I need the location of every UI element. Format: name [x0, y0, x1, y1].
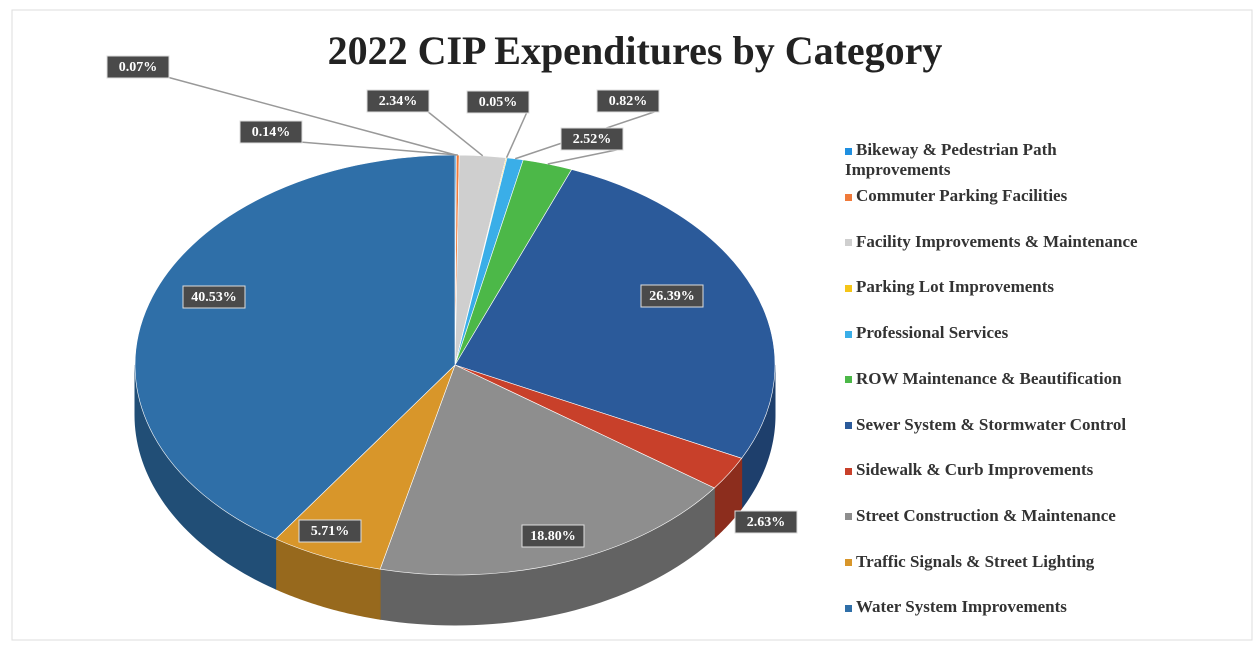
- data-label: 26.39%: [649, 289, 695, 304]
- legend-item: Sidewalk & Curb Improvements: [845, 460, 1245, 480]
- label-box: [521, 524, 585, 548]
- legend-swatch: [845, 239, 852, 247]
- legend-swatch: [845, 376, 852, 384]
- data-label: 0.82%: [609, 94, 648, 109]
- data-label: 0.07%: [119, 60, 158, 75]
- chart-title: 2022 CIP Expenditures by Category: [328, 28, 943, 73]
- slice: [379, 364, 715, 576]
- legend-label: Commuter Parking Facilities: [856, 186, 1068, 205]
- label-box: [596, 89, 660, 113]
- legend-item: Facility Improvements & Maintenance: [845, 232, 1245, 252]
- legend-item: Bikeway & Pedestrian Path Improvements: [845, 140, 1145, 180]
- legend-item: Sewer System & Stormwater Control: [845, 415, 1245, 435]
- label-box: [560, 127, 624, 151]
- legend-item: Water System Improvements: [845, 597, 1245, 617]
- legend-item: Street Construction & Maintenance: [845, 506, 1245, 526]
- label-box: [640, 284, 704, 308]
- legend-label: Sewer System & Stormwater Control: [856, 414, 1127, 434]
- label-box: [298, 519, 362, 543]
- data-label: 2.52%: [573, 132, 612, 147]
- legend-label: Parking Lot Improvements: [856, 277, 1055, 297]
- label-box: [466, 90, 530, 114]
- legend-swatch: [845, 513, 852, 521]
- legend-item: Traffic Signals & Street Lighting: [845, 552, 1245, 572]
- legend-swatch: [845, 467, 852, 475]
- legend-swatch: [845, 422, 852, 430]
- data-label: 40.53%: [191, 290, 237, 305]
- legend-label: ROW Maintenance & Beautification: [856, 368, 1122, 388]
- legend-swatch: [845, 147, 852, 155]
- legend-swatch: [845, 284, 852, 292]
- leader-line: [505, 111, 528, 159]
- leader-line: [547, 148, 622, 165]
- frame: [11, 9, 1253, 641]
- label-box: [366, 89, 430, 113]
- data-label: 18.80%: [530, 529, 576, 544]
- legend-item: Commuter Parking Facilities: [845, 186, 1245, 206]
- legend-swatch: [845, 559, 852, 567]
- legend-label: Street Construction & Maintenance: [856, 505, 1116, 525]
- legend-label: Facility Improvements & Maintenance: [856, 231, 1138, 251]
- legend-item: Parking Lot Improvements: [845, 277, 1245, 297]
- slice: [134, 154, 456, 540]
- data-label: 2.34%: [379, 94, 418, 109]
- label-box: [239, 120, 303, 144]
- slice: [454, 169, 776, 459]
- legend-label: Bikeway & Pedestrian Path Improvements: [845, 140, 1057, 179]
- label-box: [182, 285, 246, 309]
- legend-swatch: [845, 604, 852, 612]
- legend-item: Professional Services: [845, 323, 1245, 343]
- leader-line: [166, 76, 456, 156]
- legend-swatch: [845, 330, 852, 338]
- legend-swatch: [845, 193, 852, 201]
- legend-item: ROW Maintenance & Beautification: [845, 369, 1245, 389]
- data-label: 0.14%: [252, 125, 291, 140]
- label-box: [106, 55, 170, 79]
- data-label: 2.63%: [747, 515, 786, 530]
- label-box: [734, 510, 798, 534]
- leader-line: [426, 110, 484, 157]
- data-label: 0.05%: [479, 95, 518, 110]
- leader-line: [299, 141, 458, 156]
- legend-label: Traffic Signals & Street Lighting: [856, 551, 1095, 571]
- data-label: 5.71%: [311, 524, 350, 539]
- legend-label: Sidewalk & Curb Improvements: [856, 460, 1094, 480]
- legend-label: Water System Improvements: [856, 597, 1067, 617]
- legend-label: Professional Services: [856, 323, 1009, 343]
